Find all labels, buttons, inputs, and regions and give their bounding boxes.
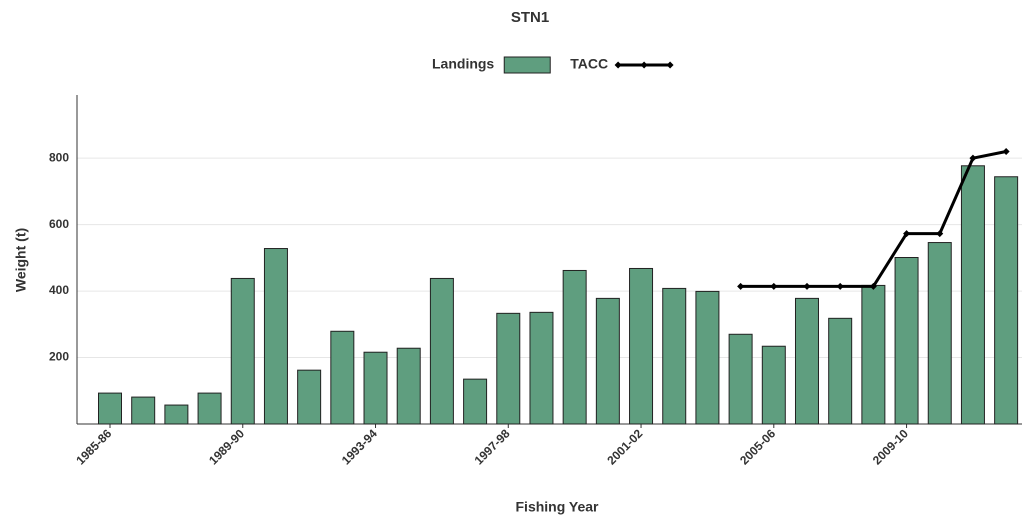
bar [728,333,753,425]
point [869,282,877,290]
x-tick-label: 1989-90 [206,426,247,467]
chart-title: STN1 [511,9,549,26]
x-axis-title: Fishing Year [516,499,600,515]
bar [131,396,156,425]
legend-label: Landings [432,56,494,72]
y-tick-label: 200 [49,350,69,364]
bar [927,242,952,425]
bar [861,284,886,425]
x-tick-label: 2005-06 [737,426,778,467]
y-tick-label: 800 [49,150,69,164]
y-tick-label: 600 [49,217,69,231]
point [770,282,778,290]
bar [297,369,322,425]
legend-swatch [640,61,648,69]
legend-swatch [614,61,622,69]
bar [263,248,288,425]
x-tick-label: 1997-98 [472,426,513,467]
bar [828,317,853,425]
bar [695,290,720,425]
y-axis-title: Weight (t) [13,228,29,292]
bar [960,165,985,425]
bar [529,311,554,425]
bar [197,392,222,425]
legend-swatch [666,61,674,69]
bar [429,277,454,425]
bar [894,257,919,425]
point [803,282,811,290]
bar [794,297,819,425]
point [836,282,844,290]
x-tick-label: 1985-86 [73,426,114,467]
bar [330,330,355,425]
x-tick-label: 2009-10 [870,426,911,467]
legend-label: TACC [570,56,608,72]
bar [595,297,620,425]
point [969,154,977,162]
bar [761,345,786,425]
bar [562,269,587,425]
bar [164,404,189,425]
bar [496,312,521,425]
legend-swatch [503,56,551,74]
bar [363,351,388,425]
bar [396,347,421,425]
point [903,230,911,238]
point [737,282,745,290]
y-tick-label: 400 [49,283,69,297]
bar [662,287,687,425]
bar [463,378,488,425]
bar [230,277,255,425]
point [936,230,944,238]
point [1002,147,1010,155]
bar [98,392,122,425]
bar [994,176,1019,425]
x-tick-label: 2001-02 [604,426,645,467]
bar [629,267,654,425]
x-tick-label: 1993-94 [339,426,380,467]
